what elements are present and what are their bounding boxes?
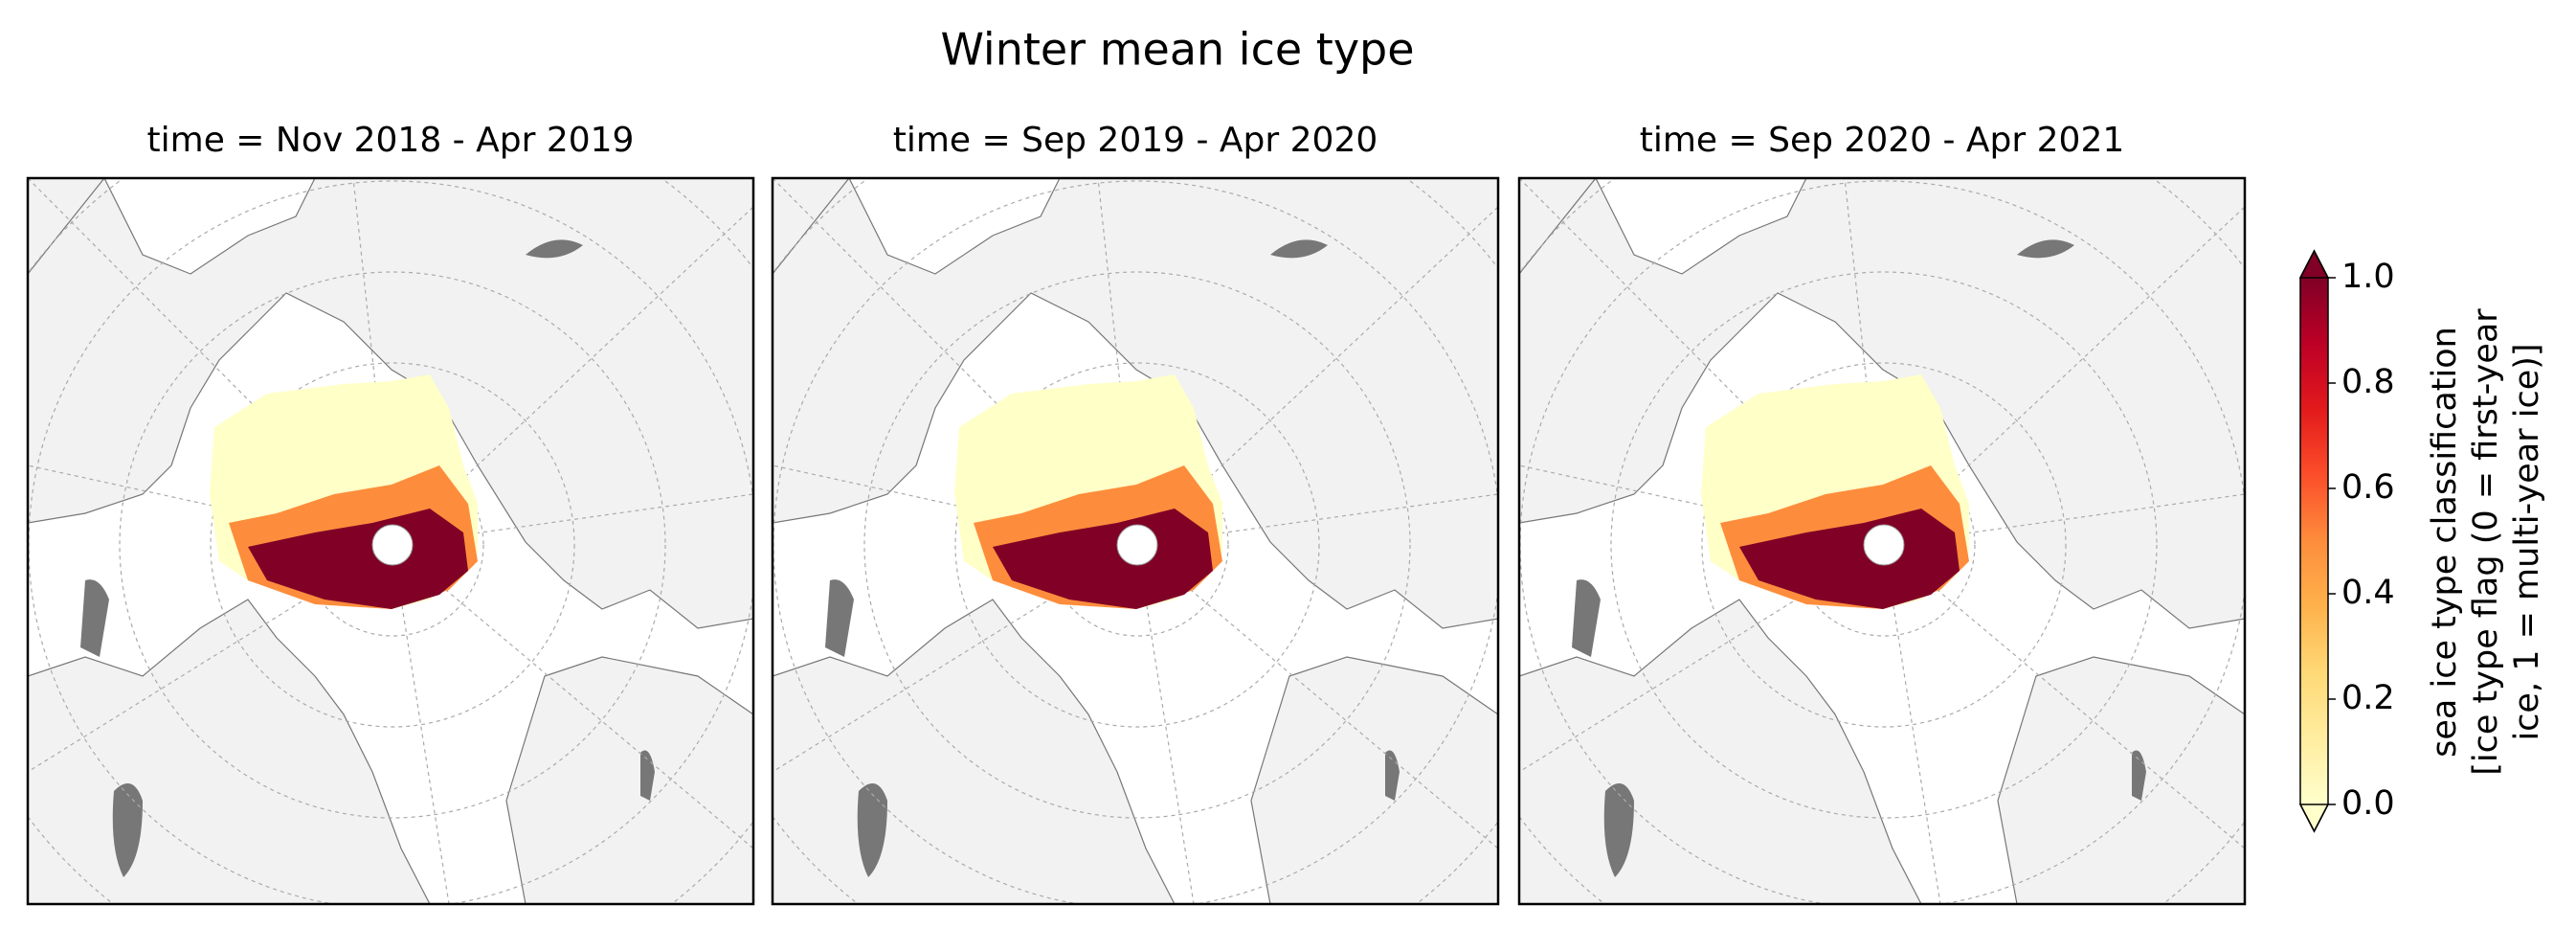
panel-frame xyxy=(26,176,755,906)
colorbar-extend-max xyxy=(2298,249,2330,279)
panel-title: time = Sep 2020 - Apr 2021 xyxy=(1640,121,2125,160)
panel-frame xyxy=(1517,176,2247,906)
panel-frame xyxy=(771,176,1500,906)
colorbar-extend-min xyxy=(2298,804,2330,833)
colorbar-tick-label: 0.8 xyxy=(2341,363,2395,401)
colorbar-tick-label: 0.0 xyxy=(2341,784,2395,823)
colorbar-label: [ice type flag (0 = first-year xyxy=(2467,308,2505,776)
colorbar-tick-label: 0.2 xyxy=(2341,679,2395,717)
colorbar xyxy=(2300,278,2328,804)
map-panel xyxy=(1519,178,2245,904)
colorbar-label: ice, 1 = multi-year ice)] xyxy=(2508,343,2546,740)
colorbar-tick-label: 0.4 xyxy=(2341,574,2395,612)
map-panel xyxy=(773,178,1498,904)
figure-title: Winter mean ice type xyxy=(940,24,1414,76)
colorbar-tick-label: 1.0 xyxy=(2341,258,2395,296)
panel-title: time = Nov 2018 - Apr 2019 xyxy=(147,121,635,160)
colorbar-tick-label: 0.6 xyxy=(2341,468,2395,507)
map-panel xyxy=(28,178,753,904)
colorbar-label: sea ice type classification xyxy=(2426,327,2464,758)
panel-title: time = Sep 2019 - Apr 2020 xyxy=(893,121,1378,160)
